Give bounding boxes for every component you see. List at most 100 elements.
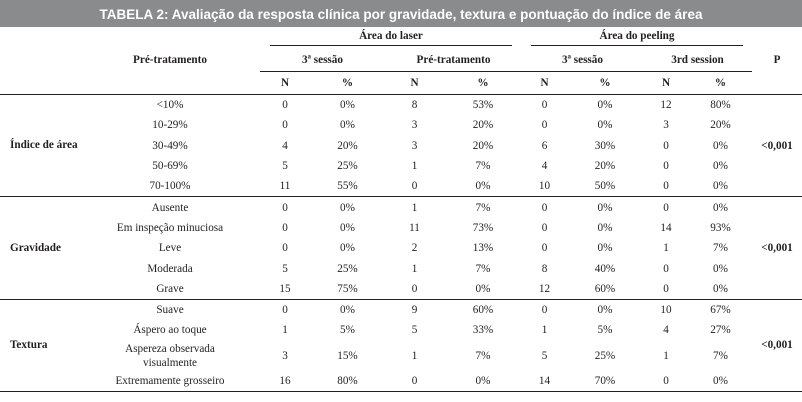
row-label: <10% bbox=[156, 99, 184, 112]
count-cell: 4 bbox=[282, 139, 288, 152]
percent-cell: 0% bbox=[713, 160, 728, 173]
percent-cell: 75% bbox=[310, 278, 385, 300]
percent-cell: 73% bbox=[472, 221, 494, 234]
group-label: Índice de área bbox=[0, 94, 80, 198]
count-cell: 1 bbox=[541, 324, 548, 337]
count-cell: 2 bbox=[411, 242, 418, 255]
count-cell: 0 bbox=[541, 242, 548, 255]
count-cell: 0 bbox=[541, 221, 548, 234]
laser-pre-header: Pré-tratamento bbox=[385, 49, 522, 72]
percent-cell: 0% bbox=[597, 221, 613, 234]
percent-cell: 60% bbox=[567, 278, 643, 300]
percent-cell: 5% bbox=[340, 324, 355, 337]
count-cell: 0 bbox=[663, 139, 669, 152]
table-row: Grave 15 75% 0 0% 12 60% 0 0% bbox=[0, 278, 802, 300]
percent-cell: 13% bbox=[472, 242, 494, 255]
count-cell: 11 bbox=[409, 221, 420, 234]
row-label: Suave bbox=[156, 304, 184, 317]
pct-header: % bbox=[444, 71, 522, 95]
n-header: N bbox=[522, 71, 567, 95]
p-value: <0,001 bbox=[752, 299, 802, 392]
percent-cell: 7% bbox=[475, 160, 491, 173]
count-cell: 0 bbox=[385, 370, 444, 392]
percent-cell: 53% bbox=[472, 99, 494, 112]
laser-sessao-header: 3ª sessão bbox=[260, 49, 385, 72]
table-row: 30-49% 4 20% 3 20% 6 30% 0 0% bbox=[0, 136, 802, 156]
percent-cell: 80% bbox=[310, 370, 385, 392]
percent-cell: 20% bbox=[710, 119, 731, 132]
table-row: 50-69% 5 25% 1 7% 4 20% 0 0% bbox=[0, 156, 802, 176]
percent-cell: 7% bbox=[475, 262, 491, 275]
percent-cell: 33% bbox=[472, 324, 494, 337]
percent-cell: 0% bbox=[340, 221, 355, 234]
percent-cell: 5% bbox=[597, 324, 613, 337]
count-cell: 10 bbox=[522, 176, 567, 198]
table-row: 70-100% 11 55% 0 0% 10 50% 0 0% bbox=[0, 176, 802, 198]
count-cell: 9 bbox=[411, 304, 418, 317]
percent-cell: 30% bbox=[594, 139, 616, 152]
count-cell: 0 bbox=[282, 201, 288, 214]
results-table: Área do laser Área do peeling Pré-tratam… bbox=[0, 27, 802, 392]
count-cell: 8 bbox=[541, 262, 548, 275]
table-row: Índice de área <10% 0 0% 8 53% 0 0% 12 80% <0,001 bbox=[0, 94, 802, 198]
count-cell: 0 bbox=[385, 278, 444, 300]
percent-cell: 0% bbox=[713, 201, 728, 214]
count-cell: 0 bbox=[643, 370, 689, 392]
count-cell: 1 bbox=[411, 349, 418, 362]
count-cell: 1 bbox=[663, 242, 669, 255]
table-body: Índice de área <10% 0 0% 8 53% 0 0% 12 80% <0,001 1… bbox=[0, 94, 802, 392]
count-cell: 0 bbox=[663, 262, 669, 275]
count-cell: 4 bbox=[663, 324, 669, 337]
percent-cell: 25% bbox=[594, 349, 616, 362]
count-cell: 0 bbox=[643, 176, 689, 198]
percent-cell: 0% bbox=[689, 278, 752, 300]
row-label: Em inspeção minuciosa bbox=[116, 221, 224, 234]
table-row: 10-29% 0 0% 3 20% 0 0% 3 20% bbox=[0, 115, 802, 135]
n-header: N bbox=[643, 71, 689, 95]
row-label: Áspero ao toque bbox=[133, 324, 207, 337]
row-label: Ausente bbox=[151, 201, 189, 214]
peeling-sessao-header: 3ª sessão bbox=[522, 49, 643, 72]
percent-cell: 80% bbox=[710, 99, 731, 112]
count-cell: 0 bbox=[541, 304, 548, 317]
count-cell: 12 bbox=[522, 278, 567, 300]
group-label: Textura bbox=[0, 299, 80, 392]
count-cell: 11 bbox=[260, 176, 310, 198]
count-cell: 0 bbox=[282, 221, 288, 234]
percent-cell: 0% bbox=[689, 370, 752, 392]
pct-header: % bbox=[689, 71, 752, 95]
percent-cell: 20% bbox=[594, 160, 616, 173]
count-cell: 0 bbox=[282, 304, 288, 317]
percent-cell: 0% bbox=[340, 242, 355, 255]
percent-cell: 0% bbox=[444, 370, 522, 392]
percent-cell: 50% bbox=[567, 176, 643, 198]
row-label: Leve bbox=[158, 242, 182, 255]
count-cell: 0 bbox=[385, 176, 444, 198]
percent-cell: 25% bbox=[337, 160, 358, 173]
count-cell: 4 bbox=[541, 160, 548, 173]
pct-header: % bbox=[310, 71, 385, 95]
table-row: Moderada 5 25% 1 7% 8 40% 0 0% bbox=[0, 258, 802, 278]
n-header: N bbox=[385, 71, 444, 95]
n-header: N bbox=[260, 71, 310, 95]
table-row: Aspereza observada visualmente 3 15% 1 7% 5 25… bbox=[0, 341, 802, 371]
count-cell: 3 bbox=[663, 119, 669, 132]
table-row: Gravidade Ausente 0 0% 1 7% 0 0% 0 0% <0,001 bbox=[0, 196, 802, 300]
percent-cell: 0% bbox=[597, 242, 613, 255]
percent-cell: 0% bbox=[597, 119, 613, 132]
row-label: Grave bbox=[80, 278, 260, 300]
table-row: Extremamente grosseiro 16 80% 0 0% 14 70% 0 0% bbox=[0, 370, 802, 392]
pre-tratamento-header: Pré-tratamento bbox=[133, 54, 207, 67]
percent-cell: 0% bbox=[713, 139, 728, 152]
percent-cell: 0% bbox=[444, 278, 522, 300]
count-cell: 1 bbox=[411, 201, 418, 214]
count-cell: 0 bbox=[541, 99, 548, 112]
row-label: 30-49% bbox=[152, 139, 188, 152]
percent-cell: 27% bbox=[710, 324, 731, 337]
count-cell: 1 bbox=[663, 349, 669, 362]
percent-cell: 7% bbox=[475, 201, 491, 214]
p-header: P bbox=[773, 54, 781, 67]
percent-cell: 0% bbox=[340, 304, 355, 317]
count-cell: 0 bbox=[282, 99, 288, 112]
percent-cell: 20% bbox=[337, 139, 358, 152]
